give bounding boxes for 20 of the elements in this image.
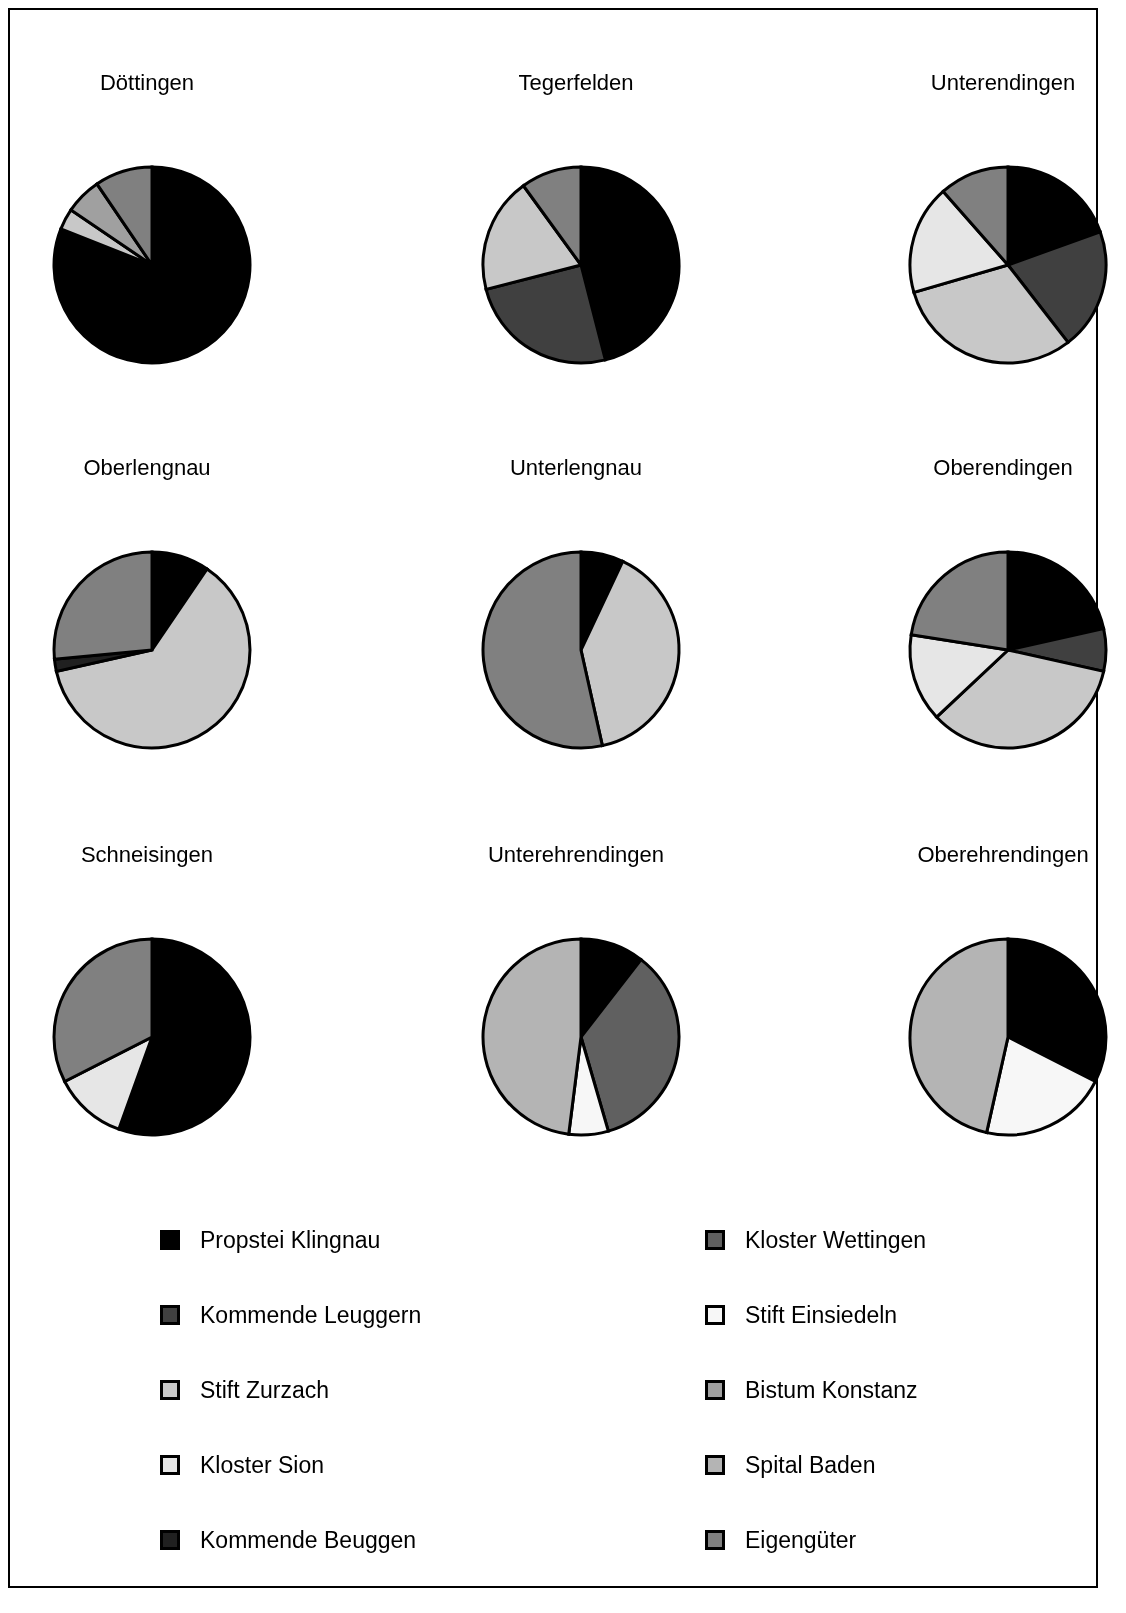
legend-label: Kommende Beuggen [200, 1526, 417, 1554]
legend-label: Spital Baden [745, 1451, 876, 1479]
pie-slice [52, 165, 252, 365]
legend-label: Kommende Leuggern [200, 1301, 422, 1329]
chart-title: Unterlengnau [509, 455, 643, 480]
legend-label: Bistum Konstanz [745, 1376, 918, 1404]
chart-title: Oberlengnau [83, 455, 211, 480]
legend-label: Stift Einsiedeln [745, 1301, 898, 1329]
legend-label: Kloster Wettingen [745, 1226, 927, 1254]
chart-title: Schneisingen [80, 842, 214, 867]
chart-title: Unterehrendingen [487, 842, 665, 867]
legend-label: Stift Zurzach [200, 1376, 330, 1404]
chart-title: Oberendingen [933, 455, 1073, 480]
legend-label: Kloster Sion [200, 1451, 325, 1479]
chart-title: Tegerfelden [518, 70, 634, 95]
legend-label: Propstei Klingnau [200, 1226, 381, 1254]
chart-title: Oberehrendingen [917, 842, 1089, 867]
chart-title: Döttingen [99, 70, 195, 95]
chart-title: Unterendingen [930, 70, 1076, 95]
legend-label: Eigengüter [745, 1526, 857, 1554]
